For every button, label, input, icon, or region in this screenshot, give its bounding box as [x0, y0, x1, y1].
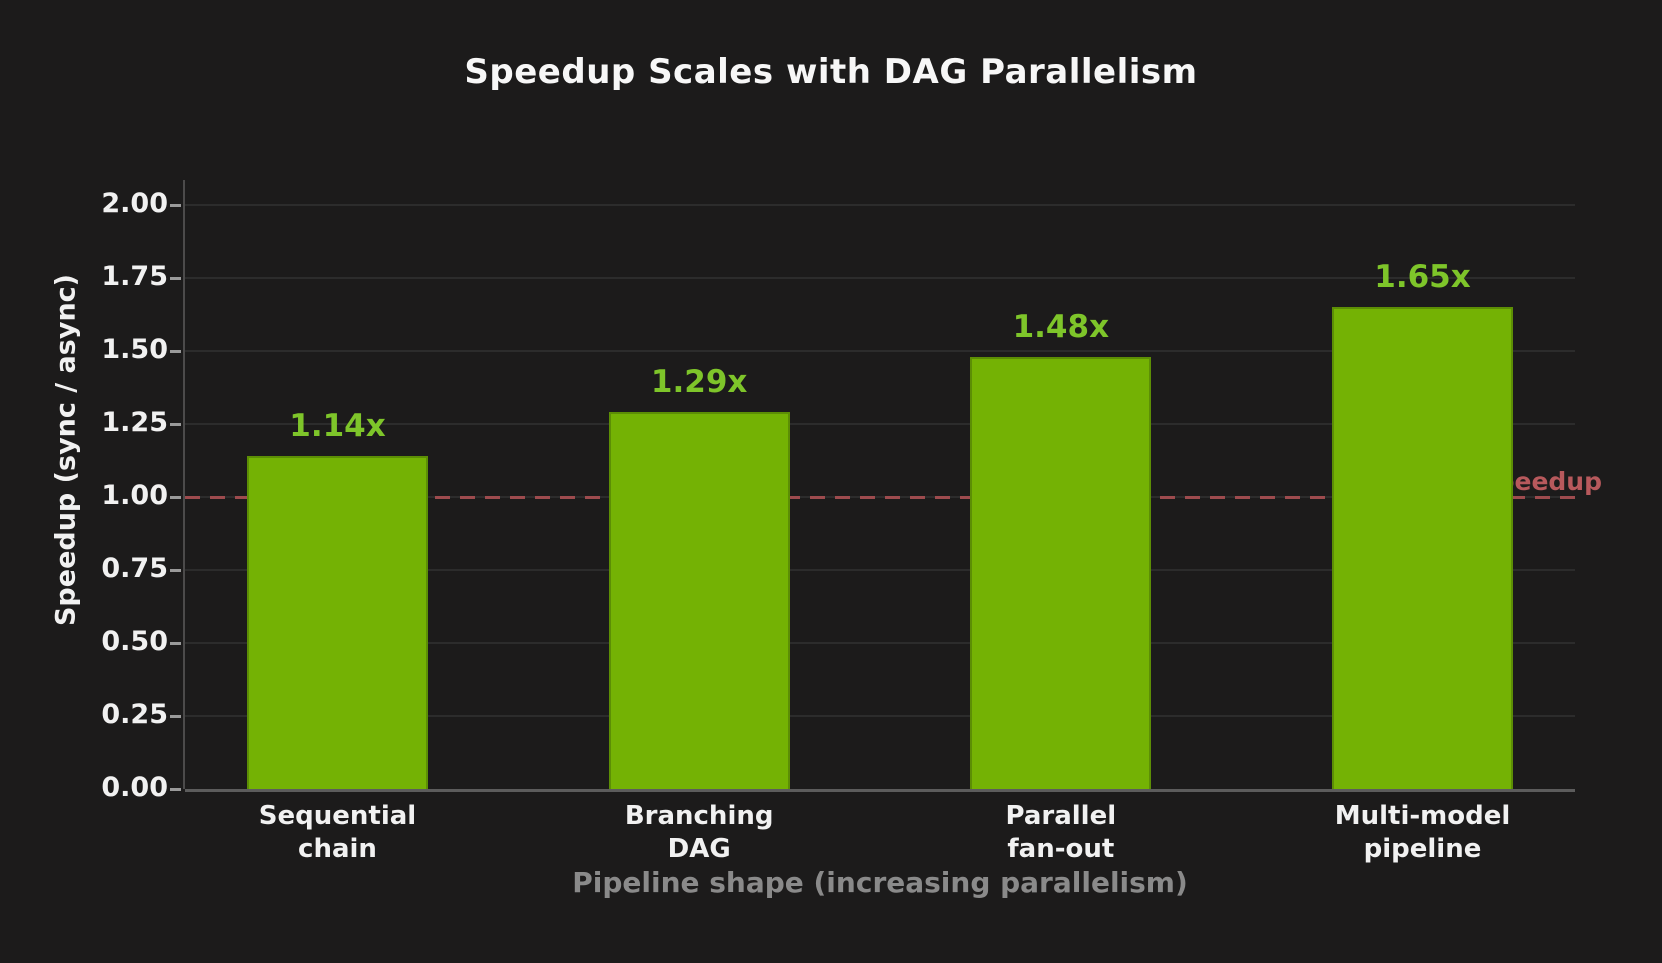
chart-title: Speedup Scales with DAG Parallelism	[464, 52, 1198, 92]
y-tick-mark-1.25	[170, 423, 181, 426]
y-tick-mark-1.50	[170, 350, 181, 353]
bar-value-label-branching-dag: 1.29x	[650, 364, 748, 401]
y-tick-mark-0.75	[170, 569, 181, 572]
y-tick-label-0.00: 0.00	[101, 772, 168, 803]
y-tick-label-1.00: 1.00	[101, 480, 168, 511]
y-tick-mark-0.25	[170, 715, 181, 718]
bar-branching-dag	[608, 412, 790, 789]
x-tick-label-parallel-fan-out: Parallel fan-out	[1005, 801, 1117, 864]
gridline-2.00	[185, 204, 1575, 206]
x-axis-title: Pipeline shape (increasing parallelism)	[572, 866, 1188, 899]
bar-value-label-sequential-chain: 1.14x	[289, 408, 386, 445]
y-tick-mark-2.00	[170, 204, 181, 207]
bar-value-label-parallel-fan-out: 1.48x	[1012, 308, 1110, 345]
bar-parallel-fan-out	[970, 356, 1152, 789]
bar-value-label-multi-model-pipeline: 1.65x	[1374, 259, 1471, 296]
gridline-1.75	[185, 277, 1575, 279]
gridline-0.75	[185, 569, 1575, 571]
y-tick-label-0.25: 0.25	[101, 699, 168, 730]
gridline-1.25	[185, 423, 1575, 425]
y-tick-label-0.75: 0.75	[101, 553, 168, 584]
y-axis-spine	[183, 180, 185, 789]
bar-multi-model-pipeline	[1332, 307, 1513, 789]
bar-sequential-chain	[247, 456, 428, 789]
y-tick-mark-1.00	[170, 496, 181, 499]
y-tick-label-2.00: 2.00	[101, 188, 168, 219]
y-tick-mark-0.00	[170, 788, 181, 791]
y-tick-mark-0.50	[170, 642, 181, 645]
y-tick-label-1.25: 1.25	[101, 407, 168, 438]
x-axis-spine	[185, 789, 1575, 792]
y-tick-label-1.50: 1.50	[101, 334, 168, 365]
y-axis-title: Speedup (sync / async)	[50, 273, 82, 627]
y-tick-mark-1.75	[170, 277, 181, 280]
x-tick-label-multi-model-pipeline: Multi-model pipeline	[1334, 801, 1511, 864]
x-tick-label-branching-dag: Branching DAG	[624, 801, 774, 864]
gridline-0.25	[185, 715, 1575, 717]
plot-area: no speedup 1.14x 1.29x 1.48x 1.65x	[183, 180, 1602, 792]
y-tick-label-1.75: 1.75	[101, 261, 168, 292]
gridline-1.50	[185, 350, 1575, 352]
y-tick-label-0.50: 0.50	[101, 626, 168, 657]
x-tick-label-sequential-chain: Sequential chain	[258, 801, 417, 864]
gridline-0.50	[185, 642, 1575, 644]
